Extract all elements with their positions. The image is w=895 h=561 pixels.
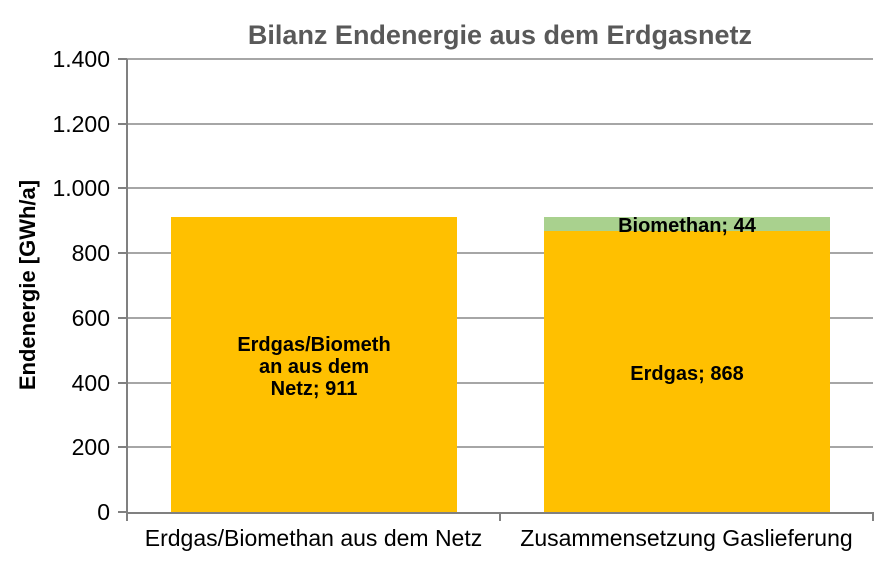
y-gridline <box>127 252 873 254</box>
y-gridline <box>127 446 873 448</box>
chart-title: Bilanz Endenergie aus dem Erdgasnetz <box>247 20 753 50</box>
y-tick-label: 0 <box>97 499 110 525</box>
bar-data-label: Erdgas/Biometh an aus dem Netz; 911 <box>237 334 391 400</box>
y-axis-tick <box>118 511 127 513</box>
y-tick-label: 1.400 <box>52 46 110 72</box>
bar-segment-biomethan <box>544 217 830 231</box>
y-gridline <box>127 317 873 319</box>
x-axis-tick <box>499 512 501 521</box>
y-axis-tick <box>118 446 127 448</box>
y-gridline <box>127 123 873 125</box>
y-axis-tick <box>118 382 127 384</box>
x-category-label: Erdgas/Biomethan aus dem Netz <box>144 525 483 551</box>
bar-data-label: Biomethan; 44 <box>618 215 756 237</box>
y-axis-line <box>126 59 128 514</box>
x-axis-tick <box>126 512 128 521</box>
y-tick-label: 400 <box>71 370 110 396</box>
x-category-label: Zusammensetzung Gaslieferung <box>520 525 853 551</box>
y-axis-tick <box>118 123 127 125</box>
y-tick-label: 1.000 <box>52 175 110 201</box>
y-axis-tick <box>118 252 127 254</box>
y-axis-tick <box>118 317 127 319</box>
y-gridline <box>127 58 873 60</box>
y-tick-label: 600 <box>71 305 110 331</box>
y-tick-label: 1.200 <box>52 111 110 137</box>
y-tick-label: 200 <box>71 434 110 460</box>
x-axis-line <box>126 512 874 514</box>
y-gridline <box>127 187 873 189</box>
y-tick-label: 800 <box>71 240 110 266</box>
x-axis-tick <box>872 512 874 521</box>
y-axis-tick <box>118 187 127 189</box>
bar-segment-erdgas <box>544 231 830 512</box>
bar-data-label: Erdgas; 868 <box>630 363 744 385</box>
y-axis-tick <box>118 58 127 60</box>
bar-segment-erdgas-biomethan-aus-dem-netz <box>171 217 457 512</box>
y-gridline <box>127 382 873 384</box>
